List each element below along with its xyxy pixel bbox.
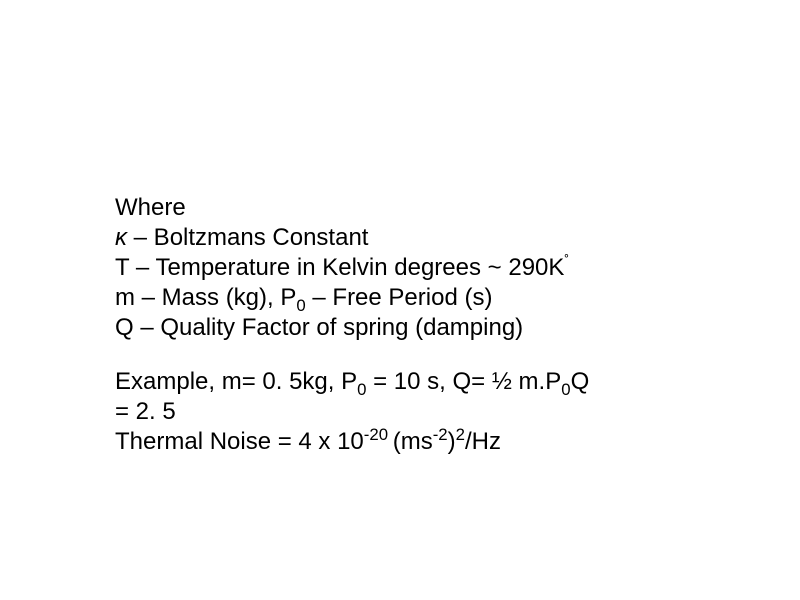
thermal-text4: /Hz <box>465 428 501 455</box>
thermal-text3: ) <box>448 428 456 455</box>
example-sub2: 0 <box>561 380 570 399</box>
example-line1: Example, m= 0. 5kg, P0 = 10 s, Q= ½ m.P0… <box>115 367 695 397</box>
slide-content: Where κ – Boltzmans Constant T – Tempera… <box>115 193 695 457</box>
thermal-sup1: -20 <box>364 425 393 444</box>
example-text3: Q <box>571 368 590 395</box>
kappa-symbol: κ <box>115 224 127 251</box>
where-label: Where <box>115 193 695 223</box>
example-line2: = 2. 5 <box>115 397 695 427</box>
kappa-desc: – Boltzmans Constant <box>127 224 368 251</box>
example-text1: Example, m= 0. 5kg, P <box>115 368 357 395</box>
q-symbol: Q <box>115 314 134 341</box>
spacer <box>115 343 695 367</box>
example-text2: = 10 s, Q= ½ m.P <box>366 368 561 395</box>
degree-symbol: ˚ <box>564 254 569 270</box>
thermal-sup2: -2 <box>433 425 448 444</box>
kappa-line: κ – Boltzmans Constant <box>115 223 695 253</box>
q-desc: – Quality Factor of spring (damping) <box>134 314 524 341</box>
quality-line: Q – Quality Factor of spring (damping) <box>115 313 695 343</box>
example-line3: Thermal Noise = 4 x 10-20 (ms-2)2/Hz <box>115 427 695 457</box>
thermal-text1: Thermal Noise = 4 x 10 <box>115 428 364 455</box>
mass-line: m – Mass (kg), P0 – Free Period (s) <box>115 283 695 313</box>
temp-symbol: T <box>115 254 129 281</box>
p0-subscript: 0 <box>296 296 305 315</box>
temp-desc: – Temperature in Kelvin degrees ~ 290K <box>129 254 564 281</box>
temperature-line: T – Temperature in Kelvin degrees ~ 290K… <box>115 253 695 283</box>
mass-desc: – Mass (kg), P <box>135 284 296 311</box>
thermal-sup3: 2 <box>456 425 465 444</box>
p0-desc: – Free Period (s) <box>306 284 493 311</box>
thermal-text2: (ms <box>393 428 433 455</box>
mass-symbol: m <box>115 284 135 311</box>
